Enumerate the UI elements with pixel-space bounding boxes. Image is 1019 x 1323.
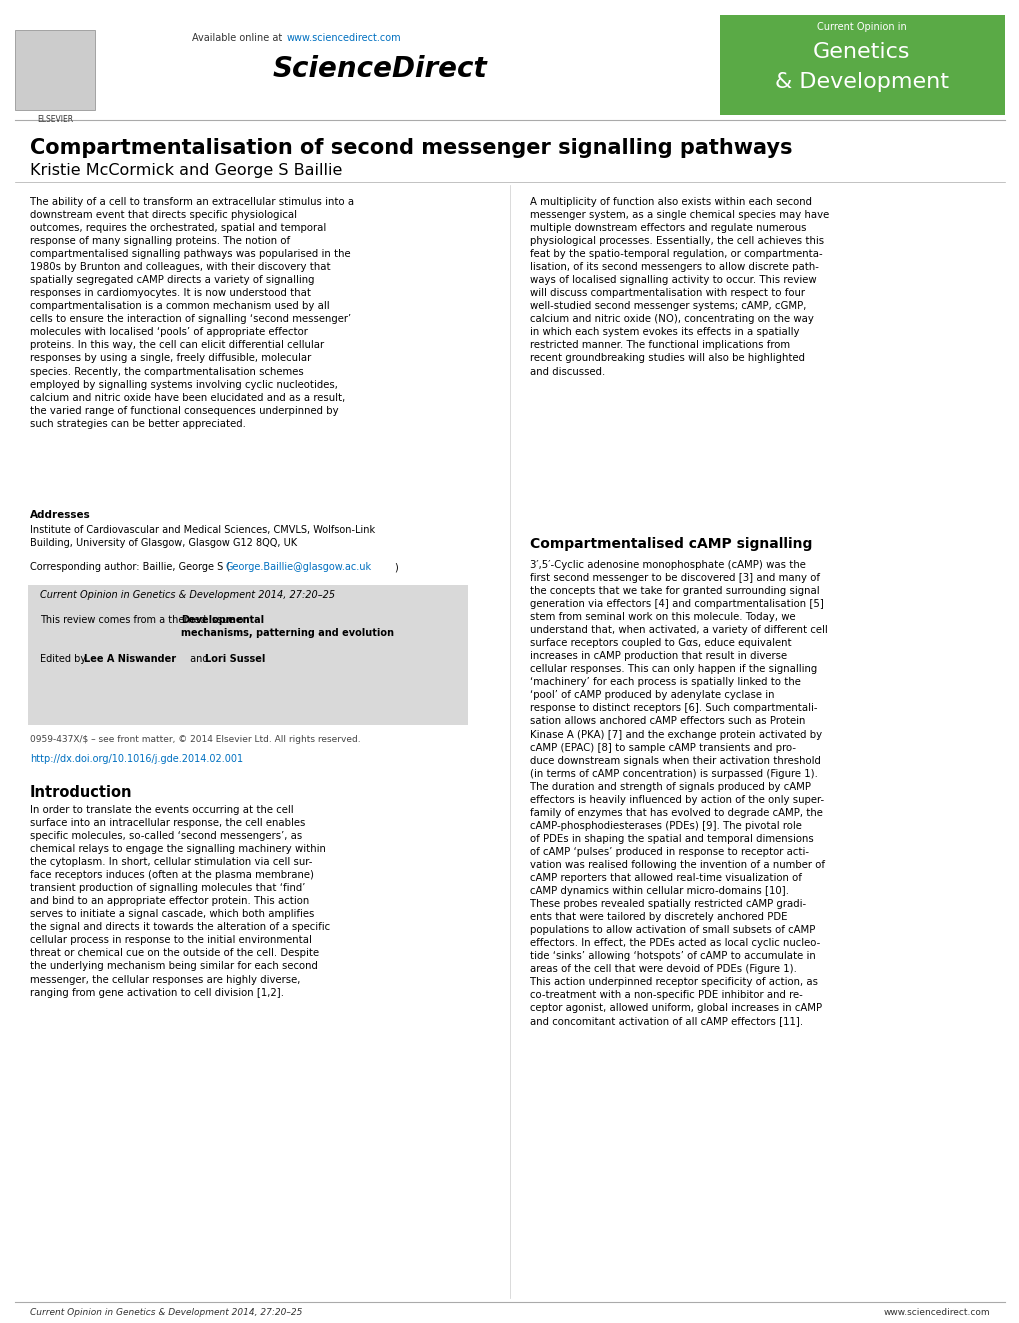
- Text: and: and: [186, 654, 211, 664]
- Text: http://dx.doi.org/10.1016/j.gde.2014.02.001: http://dx.doi.org/10.1016/j.gde.2014.02.…: [30, 754, 243, 763]
- Text: & Development: & Development: [774, 71, 948, 93]
- Text: Institute of Cardiovascular and Medical Sciences, CMVLS, Wolfson-Link
Building, : Institute of Cardiovascular and Medical …: [30, 525, 375, 548]
- Text: Genetics: Genetics: [812, 42, 910, 62]
- Text: A multiplicity of function also exists within each second
messenger system, as a: A multiplicity of function also exists w…: [530, 197, 828, 377]
- Text: ): ): [393, 562, 397, 572]
- Text: This review comes from a themed issue on: This review comes from a themed issue on: [40, 615, 253, 624]
- Bar: [28, 585, 468, 725]
- Text: Available online at: Available online at: [192, 33, 284, 44]
- Bar: [15, 30, 95, 110]
- Text: Addresses: Addresses: [30, 509, 91, 520]
- Text: Compartmentalised cAMP signalling: Compartmentalised cAMP signalling: [530, 537, 811, 550]
- Text: 0959-437X/$ – see front matter, © 2014 Elsevier Ltd. All rights reserved.: 0959-437X/$ – see front matter, © 2014 E…: [30, 736, 361, 744]
- Text: In order to translate the events occurring at the cell
surface into an intracell: In order to translate the events occurri…: [30, 804, 330, 998]
- Text: Current Opinion in Genetics & Development 2014, 27:20–25: Current Opinion in Genetics & Developmen…: [30, 1308, 302, 1316]
- Text: Developmental
mechanisms, patterning and evolution: Developmental mechanisms, patterning and…: [180, 615, 393, 638]
- Text: 3′,5′-Cyclic adenosine monophosphate (cAMP) was the
first second messenger to be: 3′,5′-Cyclic adenosine monophosphate (cA…: [530, 560, 827, 1027]
- Text: The ability of a cell to transform an extracellular stimulus into a
downstream e: The ability of a cell to transform an ex…: [30, 197, 354, 429]
- Text: Lee A Niswander: Lee A Niswander: [84, 654, 176, 664]
- Text: George.Baillie@glasgow.ac.uk: George.Baillie@glasgow.ac.uk: [226, 562, 372, 572]
- Text: Lori Sussel: Lori Sussel: [205, 654, 265, 664]
- Text: Current Opinion in Genetics & Development 2014, 27:20–25: Current Opinion in Genetics & Developmen…: [40, 590, 335, 601]
- Text: Edited by: Edited by: [40, 654, 90, 664]
- Text: Compartmentalisation of second messenger signalling pathways: Compartmentalisation of second messenger…: [30, 138, 792, 157]
- Text: Current Opinion in: Current Opinion in: [816, 22, 906, 32]
- Text: ELSEVIER: ELSEVIER: [37, 115, 73, 124]
- Text: Kristie McCormick and George S Baillie: Kristie McCormick and George S Baillie: [30, 163, 342, 179]
- Text: ScienceDirect: ScienceDirect: [272, 56, 487, 83]
- Text: Introduction: Introduction: [30, 785, 132, 800]
- Text: www.sciencedirect.com: www.sciencedirect.com: [882, 1308, 989, 1316]
- Bar: [719, 15, 1004, 115]
- Text: Corresponding author: Baillie, George S (: Corresponding author: Baillie, George S …: [30, 562, 230, 572]
- Text: www.sciencedirect.com: www.sciencedirect.com: [286, 33, 401, 44]
